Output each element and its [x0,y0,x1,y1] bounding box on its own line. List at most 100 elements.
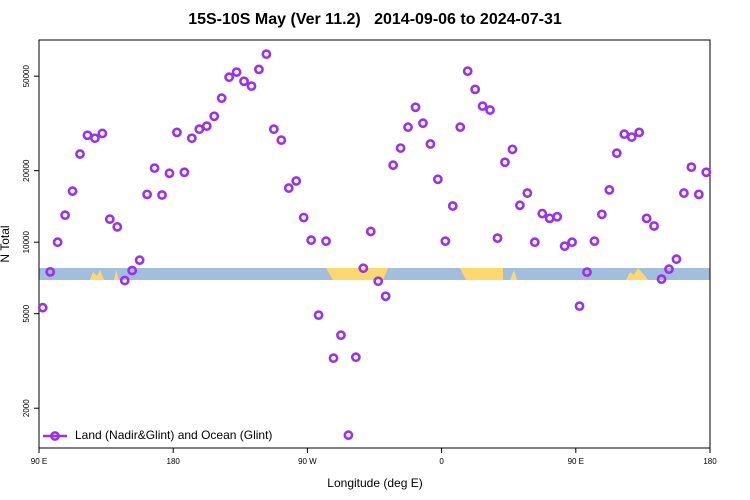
data-point [552,211,563,222]
data-point [462,66,473,77]
x-tick-label: 90 E [31,457,47,466]
data-point [186,133,197,144]
data-point [298,212,309,223]
data-point [276,135,287,146]
data-point [373,276,384,287]
data-point [97,128,108,139]
data-point [574,301,585,312]
data-point [403,122,413,133]
data-point [172,127,182,138]
data-point [268,124,279,135]
data-point [328,353,339,364]
data-point [388,160,399,171]
x-tick-label: 90 W [298,457,317,466]
data-point [604,185,615,195]
data-point [582,267,592,278]
data-point [656,274,667,285]
y-tick-label: 2000 [22,399,31,417]
data-point [611,148,622,159]
data-point [224,72,235,83]
data-point [641,213,652,224]
data-point [619,129,630,140]
data-point [485,105,495,115]
land-patch [626,268,648,280]
data-point [134,255,145,266]
data-point [246,81,257,92]
y-axis-label: N Total [0,225,12,262]
land-patch [460,268,503,280]
data-point [164,168,175,179]
data-point [336,330,346,341]
data-point [149,163,160,174]
data-point [37,302,48,313]
data-point [194,124,205,135]
data-point [455,122,466,133]
data-point [380,291,391,302]
data-point [209,111,220,122]
y-tick-label: 5000 [22,304,31,322]
data-point [358,263,369,274]
data-point [492,233,503,244]
x-tick-label: 180 [167,457,181,466]
data-point [649,221,659,231]
data-point [45,266,56,277]
data-point [52,237,63,248]
data-point [701,167,712,178]
y-tick-label: 50000 [22,65,31,88]
data-point [477,101,488,112]
data-point [350,352,361,363]
data-point [75,149,85,159]
land-patch [90,270,104,280]
data-point [522,188,533,198]
data-point [231,67,242,78]
land-patch [114,270,119,280]
data-point [216,93,227,104]
x-tick-label: 90 E [568,457,584,466]
data-point [254,64,264,75]
data-point [634,127,645,138]
data-point [559,241,570,252]
data-point [537,208,548,219]
data-point [365,226,376,237]
data-point [60,210,70,221]
data-point [500,157,510,168]
legend-label: Land (Nadir&Glint) and Ocean (Glint) [75,428,272,442]
plot-frame [38,39,711,449]
data-point [567,237,577,248]
data-point [157,190,167,200]
data-point [589,236,600,247]
data-point [142,189,153,200]
data-point [313,310,324,321]
data-point [470,84,481,95]
x-tick-label: 180 [703,457,717,466]
data-point [239,76,249,87]
data-point [104,214,115,225]
data-point [686,162,697,173]
data-point [67,186,78,197]
data-point [507,144,518,155]
data-point [201,121,212,132]
data-point [544,213,555,224]
data-point [343,430,354,441]
data-point [90,133,100,144]
data-point [626,132,637,142]
data-point [418,118,428,129]
data-point [321,236,331,247]
y-tick-label: 10000 [22,231,31,254]
data-point [127,265,138,276]
data-point [440,236,451,247]
data-point [179,167,190,178]
data-point [664,264,674,275]
data-point [119,275,130,286]
land-ocean-strip [39,268,710,280]
data-point [596,209,607,220]
land-patch [510,270,517,280]
land-patch [326,268,388,280]
data-point [395,143,406,153]
data-point [283,183,294,193]
data-point [261,49,272,60]
data-point [693,189,704,200]
x-tick-label: 0 [439,457,444,466]
